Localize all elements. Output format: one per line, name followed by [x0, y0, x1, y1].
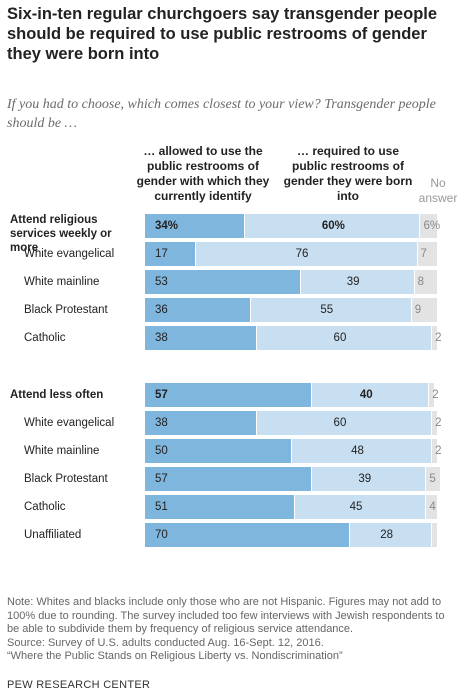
bar-allowed	[145, 298, 251, 322]
value-label-required: 48	[351, 445, 364, 457]
bar-allowed	[145, 439, 291, 463]
bar-no-answer	[429, 383, 435, 407]
row-label: White mainline	[24, 445, 100, 457]
value-label-no-answer: 5	[429, 473, 436, 485]
value-label-allowed: 34%	[155, 220, 179, 232]
bar-required	[312, 467, 426, 491]
bar-row: 57 40 2	[145, 383, 439, 407]
row-label: Attend less often	[10, 389, 104, 401]
bar-allowed	[145, 383, 312, 407]
bar-no-answer	[432, 411, 437, 435]
value-label-no-answer: 2	[432, 389, 439, 401]
row-label: Attend religious services weekly or more	[10, 214, 112, 254]
bar-allowed	[145, 214, 245, 238]
value-label-allowed: 36	[155, 304, 168, 316]
bar-allowed	[145, 467, 312, 491]
brand-logo-text: PEW RESEARCH CENTER	[7, 679, 151, 691]
row-label: White evangelical	[24, 417, 115, 429]
bar-required	[294, 495, 426, 519]
value-label-no-answer: 7	[420, 248, 427, 260]
value-label-no-answer: 2	[435, 417, 442, 429]
value-label-required: 55	[320, 304, 334, 316]
bar-row: 17 76 7	[145, 242, 437, 266]
value-label-allowed: 57	[155, 473, 168, 485]
value-label-required: 76	[295, 248, 309, 260]
bar-row: 34% 60% 6%	[145, 214, 441, 238]
bar-required	[256, 326, 432, 350]
value-label-required: 60%	[321, 220, 345, 232]
bar-no-answer	[411, 298, 437, 322]
value-label-allowed: 17	[155, 248, 168, 260]
column-header-no-answer: No answer	[418, 176, 458, 205]
value-label-allowed: 70	[155, 529, 168, 541]
bar-no-answer	[414, 270, 437, 294]
row-label: Unaffiliated	[24, 529, 82, 541]
bar-row: 38 60 2	[145, 326, 442, 350]
bar-row: 38 60 2	[145, 411, 442, 435]
value-label-no-answer: 9	[414, 304, 422, 316]
bar-required	[195, 242, 417, 266]
bar-required	[350, 523, 432, 547]
bar-allowed	[145, 326, 256, 350]
value-label-allowed: 51	[155, 501, 168, 513]
footnotes: Note: Whites and blacks include only tho…	[7, 596, 455, 664]
row-label: White mainline	[24, 276, 100, 288]
bar-no-answer	[420, 214, 437, 238]
row-label: Black Protestant	[24, 473, 108, 485]
column-header-required: … required to use public restrooms of ge…	[283, 144, 413, 203]
bar-no-answer	[432, 439, 437, 463]
chart-subtitle: If you had to choose, which comes closes…	[7, 97, 436, 131]
value-label-allowed: 53	[155, 276, 168, 288]
value-label-required: 60	[333, 332, 347, 344]
value-label-no-answer: 2	[435, 332, 442, 344]
bar-required	[251, 298, 411, 322]
bar-row: 53 39 8	[145, 270, 437, 294]
value-label-required: 60	[333, 417, 347, 429]
bar-required	[300, 270, 414, 294]
value-label-required: 40	[359, 389, 373, 401]
bar-allowed	[145, 242, 195, 266]
row-label: White evangelical	[24, 248, 115, 260]
bar-no-answer	[432, 326, 437, 350]
column-header-allowed: … allowed to use the public restrooms of…	[136, 144, 270, 203]
bar-no-answer	[426, 495, 437, 519]
value-label-no-answer: 2	[435, 445, 442, 457]
bar-row: 70 28	[145, 523, 437, 547]
value-label-required: 45	[349, 501, 363, 513]
bar-row: 51 45 4	[145, 495, 437, 519]
value-label-allowed: 50	[155, 445, 168, 457]
value-label-allowed: 57	[155, 389, 168, 401]
bar-allowed	[145, 523, 350, 547]
value-label-no-answer: 6%	[423, 220, 441, 232]
bar-required	[256, 411, 432, 435]
bar-row: 50 48 2	[145, 439, 442, 463]
value-label-required: 28	[380, 529, 394, 541]
bar-no-answer	[417, 242, 437, 266]
value-label-required: 39	[358, 473, 372, 485]
bar-allowed	[145, 270, 300, 294]
row-label: Catholic	[24, 501, 66, 513]
value-label-allowed: 38	[155, 417, 168, 429]
bar-required	[292, 439, 432, 463]
source-text: Source: Survey of U.S. adults conducted …	[7, 636, 324, 649]
value-label-allowed: 38	[155, 332, 168, 344]
chart-title: Six-in-ten regular churchgoers say trans…	[7, 5, 438, 63]
note-text: Note: Whites and blacks include only tho…	[7, 596, 445, 635]
bar-allowed	[145, 495, 294, 519]
value-label-no-answer: 8	[417, 276, 425, 288]
bar-required	[312, 383, 429, 407]
row-label: Catholic	[24, 332, 66, 344]
bar-allowed	[145, 411, 256, 435]
bar-row: 36 55 9	[145, 298, 437, 322]
report-title: “Where the Public Stands on Religious Li…	[7, 650, 343, 662]
bar-required	[245, 214, 420, 238]
value-label-required: 39	[346, 276, 360, 288]
value-label-no-answer: 4	[429, 501, 436, 513]
bar-row: 57 39 5	[145, 467, 440, 491]
bar-no-answer	[426, 467, 440, 491]
row-label: Black Protestant	[24, 304, 108, 316]
bar-no-answer	[432, 523, 437, 547]
